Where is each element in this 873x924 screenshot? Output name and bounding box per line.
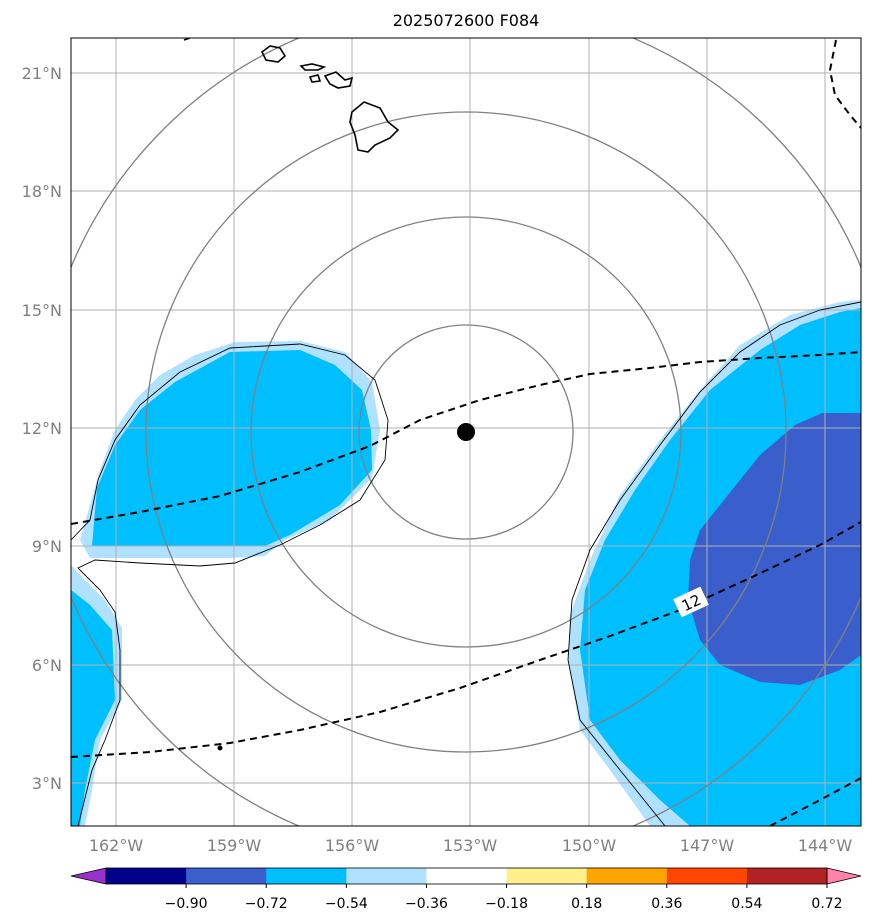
island-kauai — [260, 45, 287, 63]
lon-label: 150°W — [562, 836, 617, 855]
colorbar-extend-high — [826, 867, 862, 885]
colorbar-swatch — [666, 868, 748, 884]
lon-label: 156°W — [325, 836, 380, 855]
colorbar-swatch — [586, 868, 668, 884]
colorbar-tick-label: 0.54 — [731, 896, 762, 912]
storm-center-marker — [457, 423, 475, 441]
range-rings — [71, 38, 861, 826]
colorbar-swatch — [186, 868, 267, 884]
lon-label: 159°W — [207, 836, 262, 855]
east-anomaly-dark — [688, 413, 861, 685]
lat-label: 3°N — [32, 774, 62, 793]
colorbar-extend-low — [70, 867, 107, 885]
lat-label: 9°N — [32, 537, 62, 556]
figure-title: 2025072600 F084 — [393, 11, 540, 30]
colorbar-swatch — [746, 868, 828, 884]
map-frame — [70, 37, 862, 827]
small-island-dot — [217, 745, 223, 751]
lon-label: 144°W — [798, 836, 853, 855]
colorbar-frame — [105, 867, 828, 885]
colorbar-tick-label: 0.18 — [571, 896, 602, 912]
lat-label: 12°N — [22, 419, 62, 438]
colorbar-swatch — [426, 868, 508, 884]
island-maui — [323, 71, 354, 89]
contour-12 — [71, 521, 861, 758]
island-oahu — [299, 63, 327, 71]
lon-label: 162°W — [89, 836, 144, 855]
range-ring-1 — [358, 324, 574, 540]
island-molokai — [308, 74, 322, 83]
range-ring-2 — [250, 216, 682, 648]
map-panel: 12 — [70, 37, 862, 827]
lon-label: 153°W — [443, 836, 498, 855]
southwest-anomaly-medium — [71, 590, 115, 826]
contour-north — [71, 351, 861, 525]
lat-label: 21°N — [22, 64, 62, 83]
colorbar-swatch — [106, 868, 187, 884]
colorbar-tick-label: 0.36 — [651, 896, 682, 912]
colorbar-swatch — [506, 868, 588, 884]
dashed-contours — [71, 39, 861, 826]
lon-label: 147°W — [680, 836, 735, 855]
range-ring-3 — [145, 111, 787, 753]
island-hawaii — [349, 101, 400, 153]
field-outlines — [71, 301, 861, 826]
lat-label: 6°N — [32, 656, 62, 675]
west-anomaly-medium — [92, 350, 372, 546]
colorbar-tick-label: −0.36 — [405, 896, 448, 912]
shaded-field — [71, 300, 861, 826]
colorbar-swatch — [346, 868, 427, 884]
lat-label: 18°N — [22, 182, 62, 201]
contour-label-bg — [673, 586, 709, 618]
colorbar-swatch — [266, 868, 347, 884]
colorbar-tick-label: 0.72 — [811, 896, 842, 912]
longitude-labels: 162°W 159°W 156°W 153°W 150°W 147°W 144°… — [89, 836, 853, 855]
lat-label: 15°N — [22, 301, 62, 320]
colorbar: −0.90 −0.72 −0.54 −0.36 −0.18 0.18 0.36 0.54 0.7… — [70, 867, 862, 912]
colorbar-tick-label: −0.18 — [485, 896, 528, 912]
contour-se — [769, 777, 861, 826]
contour-ne — [828, 39, 861, 129]
colorbar-tick-label: −0.72 — [245, 896, 288, 912]
colorbar-tick-label: −0.54 — [325, 896, 368, 912]
colorbar-tick-label: −0.90 — [165, 896, 208, 912]
latitude-labels: 21°N 18°N 15°N 12°N 9°N 6°N 3°N — [22, 64, 62, 793]
